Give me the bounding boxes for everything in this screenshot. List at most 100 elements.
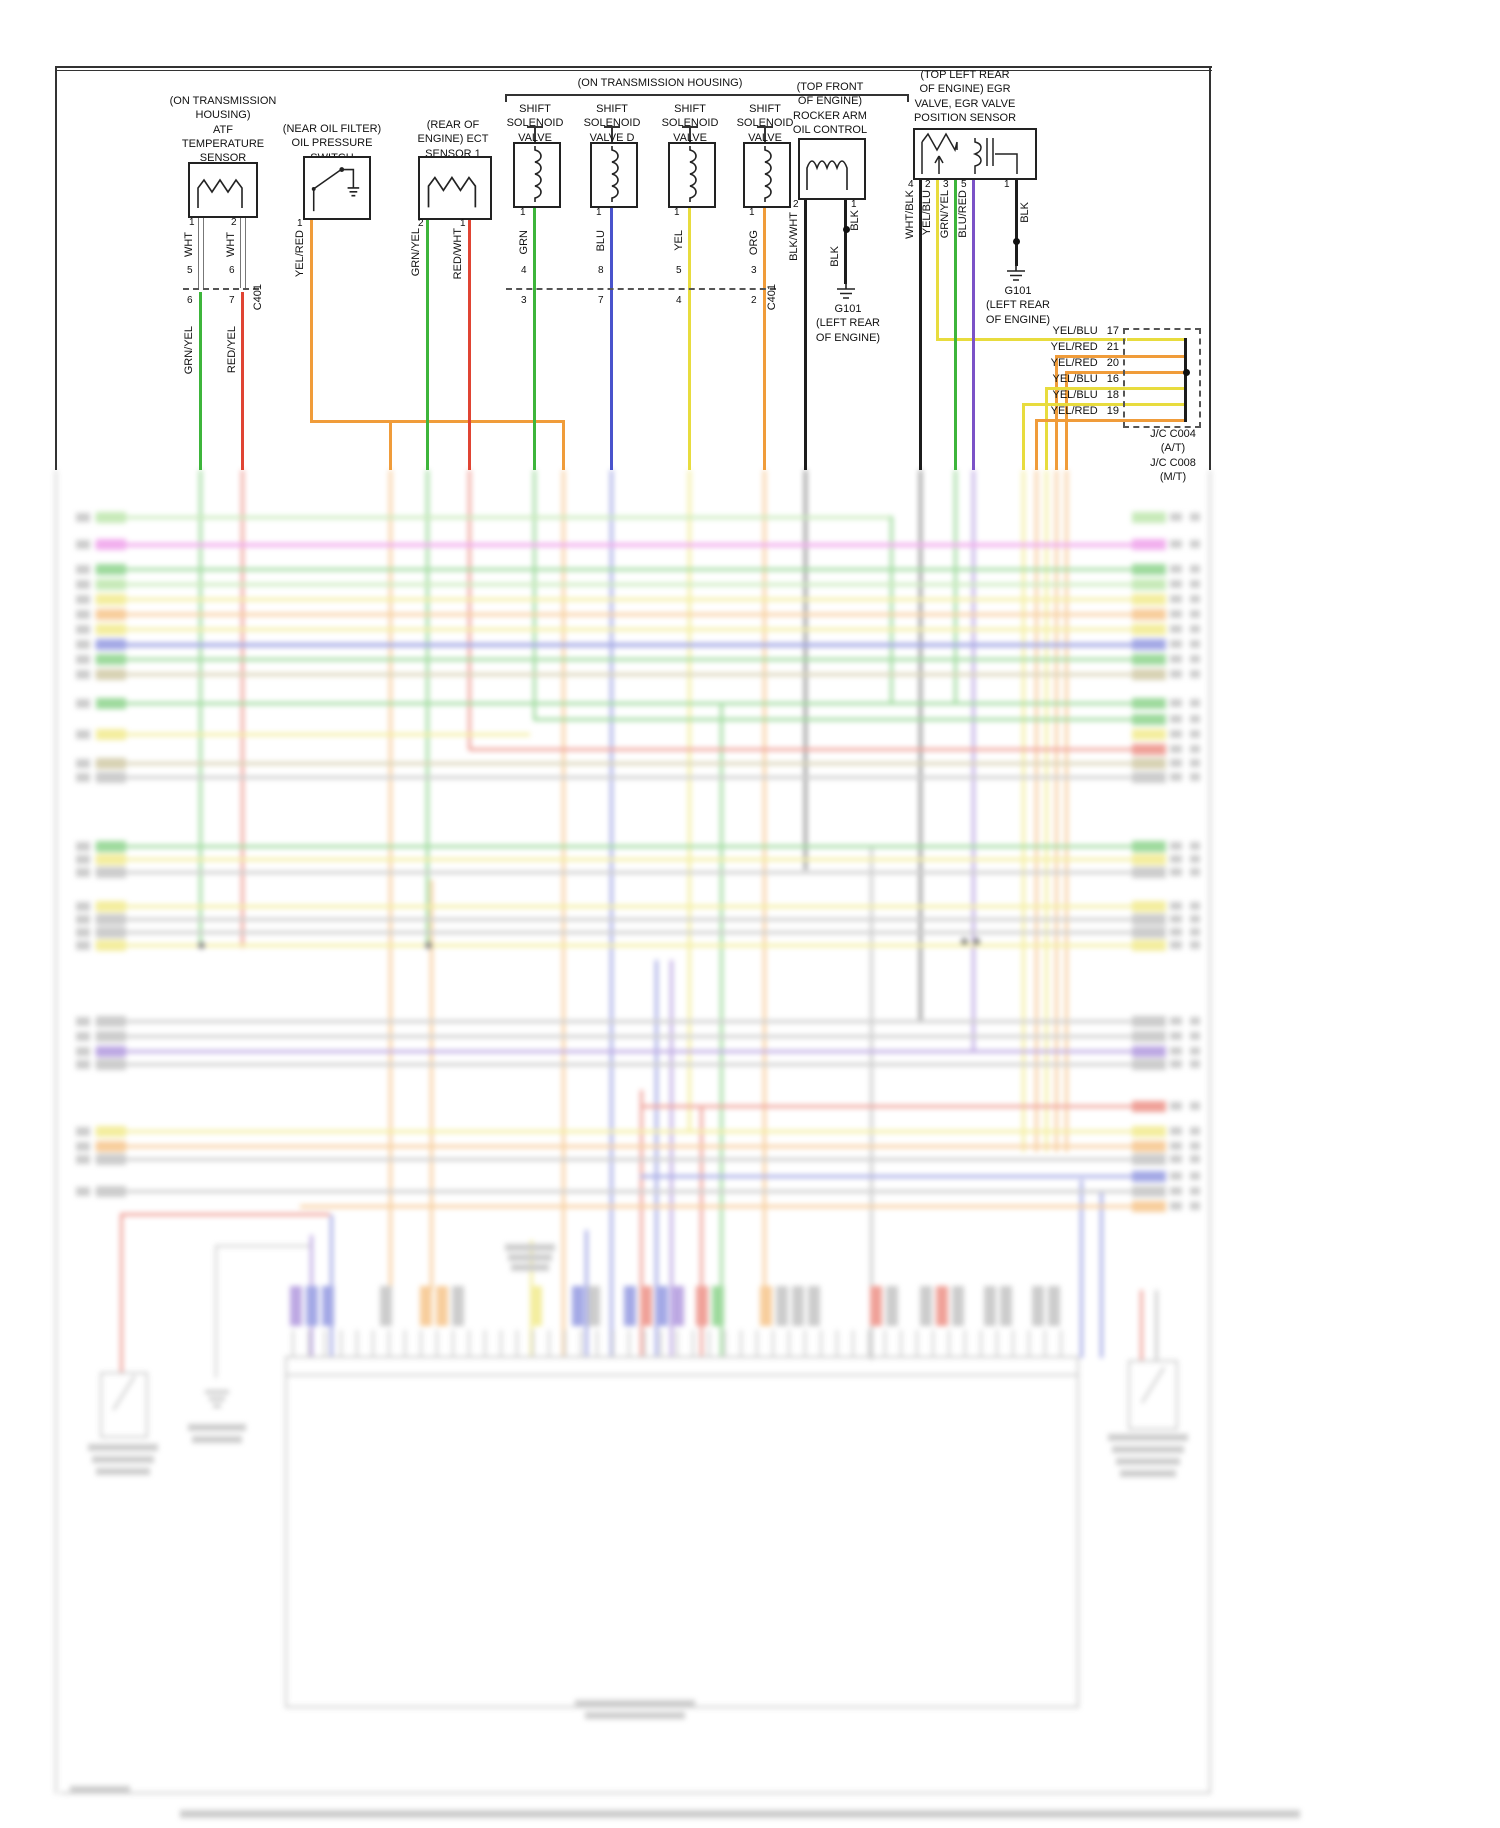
blurred-pin-label <box>1170 1187 1182 1195</box>
blurred-wire <box>95 858 1160 861</box>
blurred-wire-label <box>96 1141 126 1152</box>
blurred-pin-label <box>1190 640 1200 648</box>
sol1-conn-top: 4 <box>521 265 527 276</box>
blurred-block <box>575 1700 695 1707</box>
rocker-wire2-label-a: BLK <box>849 210 861 231</box>
shift-solenoid-1-label: SHIFT SOLENOID VALVE <box>506 103 564 144</box>
sol1-conn-bottom: 3 <box>521 295 527 306</box>
blurred-block <box>1048 1286 1060 1326</box>
blurred-pin-label <box>1170 610 1182 618</box>
blurred-connector-pin <box>644 1330 646 1356</box>
atf-conn-pin-top-left: 5 <box>187 265 193 276</box>
blurred-pin-label <box>1170 928 1182 936</box>
shift-solenoid-4-label: SHIFT SOLENOID VALVE <box>736 103 794 144</box>
blurred-splice-dot <box>425 942 432 949</box>
blurred-connector-pin <box>724 1330 726 1356</box>
blurred-pin-label <box>1190 565 1200 573</box>
blurred-pin-label <box>1190 1187 1200 1195</box>
blurred-wire <box>890 516 893 704</box>
blurred-connector-pin <box>772 1330 774 1356</box>
blurred-wire <box>640 1090 643 1358</box>
wire-segment <box>688 204 691 470</box>
egr-pin-3: 3 <box>943 179 949 190</box>
blurred-connector-pin <box>452 1330 454 1356</box>
blurred-wire-label <box>96 841 126 852</box>
connector-c401-label: C401 <box>252 284 264 311</box>
blurred-block <box>420 1286 432 1326</box>
blurred-wire-label <box>1132 1186 1166 1197</box>
blurred-pin-label <box>1170 715 1182 723</box>
blurred-wire-label <box>1132 624 1166 635</box>
blurred-connector-pin <box>836 1330 838 1356</box>
blurred-block <box>1155 1290 1158 1360</box>
blurred-block <box>572 1286 584 1326</box>
blurred-pin-label <box>76 610 90 619</box>
blurred-pin-label <box>1190 1032 1200 1040</box>
blurred-connector-pin <box>1012 1330 1014 1356</box>
blurred-connector-pin <box>596 1330 598 1356</box>
blurred-pin-label <box>76 1047 90 1056</box>
wire-segment <box>1209 66 1211 470</box>
coil-icon <box>689 146 697 202</box>
blurred-pin-label <box>1190 655 1200 663</box>
blurred-connector-pin <box>1044 1330 1046 1356</box>
blurred-pin-label <box>76 1142 90 1151</box>
blurred-block <box>588 1286 600 1326</box>
blurred-wire <box>430 880 433 1290</box>
blurred-pin-label <box>1190 773 1200 781</box>
blurred-pin-label <box>1190 1155 1200 1163</box>
blurred-wire <box>95 931 1160 934</box>
blurred-wire <box>919 470 922 1022</box>
wire-segment <box>1035 419 1127 422</box>
jc-pin: 17 <box>1106 325 1119 337</box>
blurred-connector-pin <box>804 1330 806 1356</box>
blurred-connector-pin <box>420 1330 422 1356</box>
blurred-block <box>920 1286 932 1326</box>
blurred-pin-label <box>1190 625 1200 633</box>
blurred-pin-label <box>1170 625 1182 633</box>
ect-pin-1: 1 <box>460 218 466 229</box>
blurred-connector-pin <box>324 1330 326 1356</box>
blurred-pin-label <box>1190 670 1200 678</box>
blurred-pin-label <box>1170 640 1182 648</box>
atf-out2-label: RED/YEL <box>226 326 238 374</box>
blurred-pin-label <box>1190 1017 1200 1025</box>
blurred-wire <box>972 470 975 1050</box>
blurred-wire <box>95 516 890 519</box>
blurred-splice-dot <box>198 942 205 949</box>
blurred-wire <box>530 1240 533 1358</box>
blurred-wire <box>533 718 1160 721</box>
blurred-block <box>96 1468 150 1475</box>
wire-segment <box>55 66 57 470</box>
blurred-pin-label <box>76 655 90 664</box>
blurred-pin-label <box>1190 540 1200 548</box>
jc-pin: 20 <box>1106 357 1119 369</box>
rocker-pin-1: 1 <box>851 199 857 210</box>
jc-wire-label: YEL/RED <box>1050 357 1098 369</box>
blurred-pin-label <box>1170 842 1182 850</box>
blurred-wire-label <box>1132 927 1166 938</box>
blurred-wire-label <box>1132 1016 1166 1027</box>
blurred-wire-label <box>1132 669 1166 680</box>
jc-pin: 21 <box>1106 341 1119 353</box>
blurred-pin-label <box>1170 868 1182 876</box>
atf-sensor-box <box>188 162 258 218</box>
blurred-wire-label <box>96 772 126 783</box>
blurred-wire <box>215 1245 217 1378</box>
blurred-wire-label <box>1132 512 1166 523</box>
blurred-block <box>511 1264 549 1271</box>
jc-row: YEL/RED 19 <box>1025 405 1119 417</box>
atf-out1-label: GRN/YEL <box>183 326 195 375</box>
resistor-icon <box>197 178 243 208</box>
blurred-wire-label <box>1132 654 1166 665</box>
jc-wire-label: YEL/BLU <box>1052 373 1098 385</box>
jc-row: YEL/BLU 16 <box>1025 373 1120 385</box>
blurred-connector-pin <box>612 1330 614 1356</box>
blurred-block <box>1112 1446 1184 1453</box>
wire-segment <box>562 420 565 470</box>
blurred-pin-label <box>1170 565 1182 573</box>
blurred-pin-label <box>76 640 90 649</box>
blurred-pin-label <box>76 540 90 549</box>
ops-wire-label: YEL/RED <box>294 230 306 278</box>
blurred-block <box>205 1390 229 1394</box>
